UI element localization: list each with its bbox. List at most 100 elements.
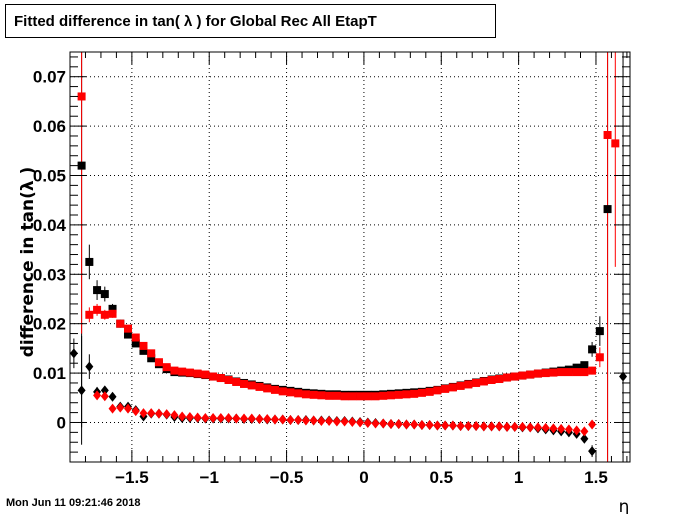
data-point-square <box>162 363 171 372</box>
data-point-square <box>603 205 612 214</box>
data-point-square <box>100 310 109 319</box>
error-bars <box>73 52 624 462</box>
x-tick-label: 0.5 <box>429 468 453 487</box>
data-point-diamond <box>356 417 365 428</box>
data-point-square <box>147 354 156 363</box>
x-tick-label: 0 <box>359 468 368 487</box>
data-point-diamond <box>557 423 566 434</box>
data-point-diamond <box>464 420 473 431</box>
data-point-square <box>147 349 156 358</box>
y-axis-title: difference in tan(λ ) <box>18 167 38 358</box>
data-point-diamond <box>580 426 589 437</box>
y-tick-label: 0.05 <box>33 166 66 185</box>
data-point-square <box>301 390 310 399</box>
data-point-square <box>309 390 318 399</box>
data-point-square <box>363 392 372 401</box>
data-point-square <box>154 358 163 367</box>
data-point-square <box>170 366 179 375</box>
data-point-square <box>549 368 558 377</box>
y-tick-label: 0.03 <box>33 265 66 284</box>
data-point-diamond <box>479 421 488 432</box>
data-point-square <box>541 369 550 378</box>
data-point-square <box>533 369 542 378</box>
x-tick-label: −1 <box>200 468 219 487</box>
data-point-diamond <box>286 415 295 426</box>
data-point-diamond <box>503 421 512 432</box>
data-point-diamond <box>193 412 202 423</box>
data-point-square <box>286 388 295 397</box>
data-point-diamond <box>526 422 535 433</box>
data-point-diamond <box>154 408 163 419</box>
data-point-square <box>487 376 496 384</box>
data-point-square <box>77 161 86 170</box>
data-point-square <box>356 392 365 401</box>
data-point-square <box>580 368 589 377</box>
data-point-diamond <box>209 413 218 424</box>
data-point-square <box>85 310 94 319</box>
data-point-diamond <box>170 410 179 421</box>
data-point-diamond <box>294 415 303 426</box>
data-point-square <box>588 366 597 375</box>
data-point-square <box>325 391 334 400</box>
data-point-diamond <box>549 423 558 434</box>
data-point-square <box>131 339 140 348</box>
data-point-square <box>317 391 326 400</box>
data-point-square <box>510 372 519 381</box>
data-point-diamond <box>108 403 117 414</box>
data-point-square <box>572 363 581 372</box>
data-point-diamond <box>448 420 457 431</box>
data-point-diamond <box>588 419 597 430</box>
x-tick-label: 1.5 <box>584 468 608 487</box>
data-point-diamond <box>224 413 233 424</box>
data-point-square <box>503 373 512 382</box>
data-point-diamond <box>131 406 140 417</box>
y-tick-label: 0.04 <box>33 216 67 235</box>
data-point-square <box>425 387 434 396</box>
data-point-square <box>448 383 457 392</box>
data-point-square <box>139 341 148 350</box>
data-point-diamond <box>317 416 326 426</box>
data-point-diamond <box>533 422 542 433</box>
data-point-square <box>93 305 102 314</box>
data-point-diamond <box>518 421 527 432</box>
data-point-square <box>402 390 411 399</box>
data-point-square <box>572 368 581 377</box>
data-point-diamond <box>456 420 465 431</box>
data-point-square <box>464 380 473 389</box>
data-point-square <box>131 333 140 342</box>
data-point-diamond <box>425 419 434 430</box>
data-point-square <box>526 370 535 379</box>
x-tick-label: 1 <box>514 468 523 487</box>
data-point-diamond <box>541 422 550 433</box>
data-point-diamond <box>216 413 225 424</box>
data-point-square <box>479 377 488 386</box>
data-point-diamond <box>564 424 573 435</box>
data-markers <box>69 92 628 457</box>
data-point-square <box>495 375 504 384</box>
data-point-diamond <box>510 421 519 432</box>
data-point-diamond <box>379 418 388 429</box>
data-point-square <box>580 361 589 370</box>
data-point-square <box>472 378 481 387</box>
data-point-diamond <box>162 409 171 420</box>
data-point-square <box>441 384 450 393</box>
data-point-diamond <box>572 425 581 436</box>
data-point-diamond <box>332 416 341 427</box>
data-point-diamond <box>108 391 117 402</box>
data-point-square <box>232 377 241 386</box>
data-point-square <box>178 367 187 376</box>
data-point-square <box>77 92 86 101</box>
data-point-square <box>93 286 102 295</box>
data-point-diamond <box>495 421 504 432</box>
data-point-diamond <box>348 416 357 427</box>
y-tick-label: 0.02 <box>33 315 66 334</box>
data-point-diamond <box>441 420 450 431</box>
data-point-square <box>124 324 133 333</box>
data-point-square <box>433 386 442 395</box>
timestamp: Mon Jun 11 09:21:46 2018 <box>6 497 141 509</box>
grid-lines <box>70 52 630 462</box>
y-tick-label: 0.01 <box>33 364 66 383</box>
y-tick-label: 0.06 <box>33 117 66 136</box>
data-point-square <box>611 139 620 148</box>
